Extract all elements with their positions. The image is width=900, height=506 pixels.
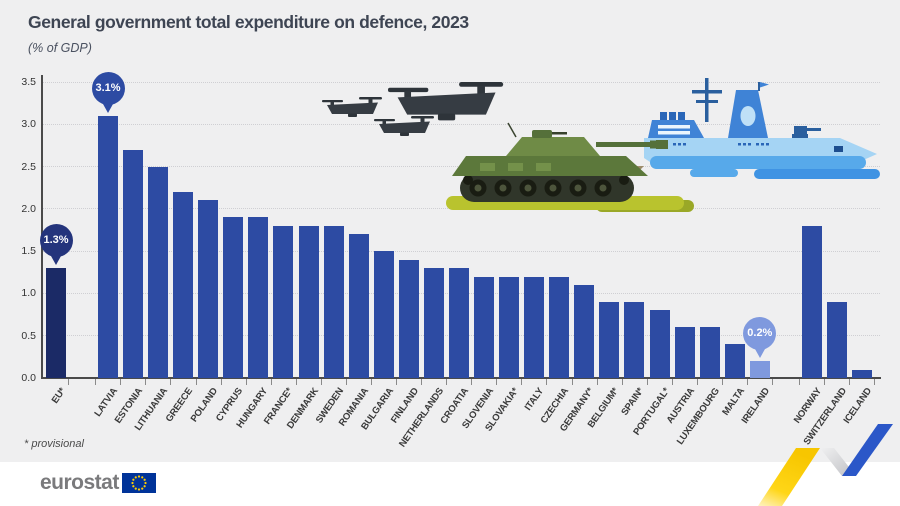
bar-sweden (323, 225, 344, 378)
x-axis-tick (245, 379, 247, 385)
bar-switzerland (826, 301, 847, 378)
y-axis-line (41, 75, 43, 378)
x-axis-tick (874, 379, 876, 385)
warship-shapes (644, 78, 880, 179)
x-axis-tick (220, 379, 222, 385)
x-axis-tick (421, 379, 423, 385)
x-axis-tick (571, 379, 573, 385)
bar-austria (674, 327, 695, 378)
bar-cyprus (223, 217, 244, 378)
eurostat-logo-text: eurostat (40, 471, 119, 494)
y-axis-tick-label: 1.5 (21, 245, 36, 258)
tank-icon (446, 122, 694, 212)
y-axis-tick-label: 3.5 (21, 76, 36, 88)
bar-malta (724, 344, 745, 378)
x-axis-tick (799, 379, 801, 385)
x-axis-tick (95, 379, 97, 385)
bar-slovakia (499, 276, 520, 378)
value-callout: 3.1% (91, 71, 125, 105)
x-axis-tick (671, 379, 673, 385)
value-callout-tail (754, 349, 765, 359)
x-axis-tick (270, 379, 272, 385)
y-axis-tick-label: 2.5 (21, 160, 36, 173)
x-axis-tick (849, 379, 851, 385)
bar-bulgaria (373, 251, 394, 378)
bar-germany (574, 284, 595, 378)
bar-slovenia (474, 276, 495, 378)
x-axis-tick (721, 379, 723, 385)
gridline (42, 250, 880, 252)
x-axis-tick (446, 379, 448, 385)
bar-spain (624, 301, 645, 378)
x-axis-tick (195, 379, 197, 385)
bar-belgium (599, 301, 620, 378)
bar-hungary (248, 217, 269, 378)
x-axis-tick (471, 379, 473, 385)
x-axis-tick (646, 379, 648, 385)
x-axis-tick (772, 379, 774, 385)
bar-portugal (649, 310, 670, 378)
x-axis-tick (396, 379, 398, 385)
gridline (42, 123, 880, 125)
bar-greece (173, 191, 194, 378)
x-axis-tick (320, 379, 322, 385)
x-axis-tick (747, 379, 749, 385)
eurostat-logo: eurostat (40, 471, 156, 495)
gridline (42, 81, 880, 83)
x-axis-tick (596, 379, 598, 385)
x-axis-tick (345, 379, 347, 385)
bar-croatia (448, 268, 469, 378)
x-axis-tick (824, 379, 826, 385)
x-axis-tick (546, 379, 548, 385)
bar-czechia (549, 276, 570, 378)
bar-norway (801, 225, 822, 378)
bar-italy (524, 276, 545, 378)
x-axis-line (41, 377, 881, 379)
y-axis-tick-label: 0.5 (21, 329, 36, 342)
bar-iceland (851, 369, 872, 378)
bar-ireland (749, 361, 770, 378)
x-axis-tick (170, 379, 172, 385)
x-axis-tick (521, 379, 523, 385)
x-axis-tick (371, 379, 372, 385)
bar-estonia (123, 149, 144, 378)
x-axis-tick (496, 379, 498, 385)
page-title: General government total expenditure on … (28, 12, 469, 32)
eu-flag-icon (121, 473, 156, 493)
y-axis-tick-label: 1.0 (21, 287, 36, 300)
warship-icon (644, 78, 880, 179)
value-callout: 1.3% (39, 224, 73, 258)
footer-bar: eurostat (0, 462, 900, 506)
x-axis-tick (295, 379, 297, 385)
bar-eu (46, 268, 66, 378)
bar-lithuania (148, 166, 169, 378)
bar-denmark (298, 225, 319, 378)
value-callout-tail (103, 103, 113, 113)
bar-netherlands (423, 268, 444, 378)
x-axis-tick (68, 379, 70, 385)
bar-poland (198, 200, 219, 378)
value-callout-tail (51, 256, 61, 266)
x-axis-tick (696, 379, 698, 385)
value-callout: 0.2% (743, 317, 777, 351)
y-axis-tick-label: 2.0 (21, 202, 36, 215)
ribbon-graphic (758, 424, 893, 506)
chart-unit-label: (% of GDP) (28, 41, 92, 55)
x-axis-tick (145, 379, 147, 385)
x-axis-tick (621, 379, 623, 385)
bar-finland (398, 259, 419, 378)
bar-france (273, 225, 294, 378)
x-axis-tick (120, 379, 122, 385)
y-axis-tick-label: 3.0 (21, 118, 36, 131)
y-axis-tick-label: 0.0 (21, 372, 36, 384)
tank-shapes (446, 122, 694, 212)
bar-luxembourg (699, 327, 720, 378)
bar-romania (348, 234, 369, 378)
footnote-provisional: * provisional (24, 438, 84, 450)
bar-latvia (98, 115, 118, 378)
